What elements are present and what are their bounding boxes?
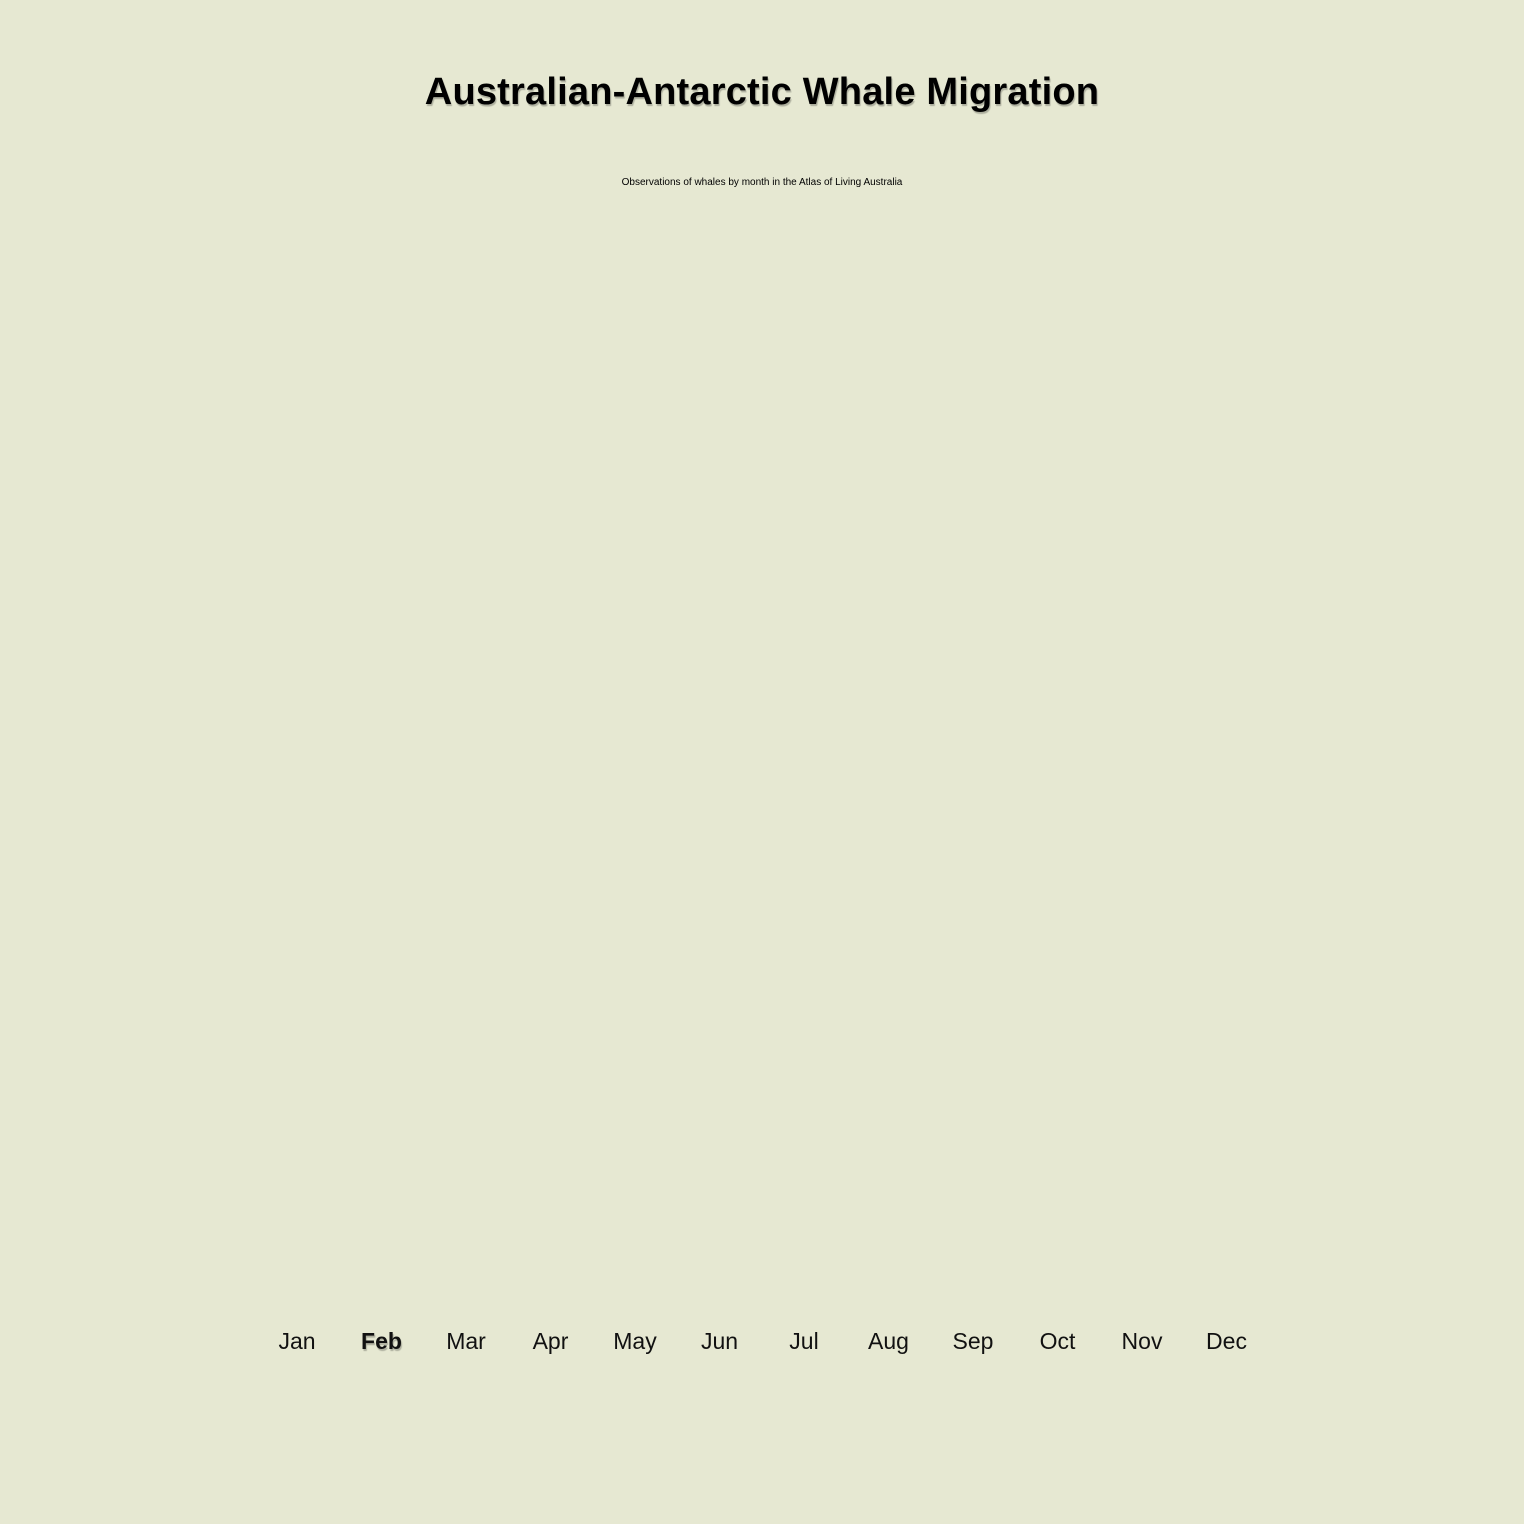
subtitle: Observations of whales by month in the A… xyxy=(621,177,903,188)
month-dec[interactable]: Dec xyxy=(1206,1328,1247,1354)
month-mar[interactable]: Mar xyxy=(446,1328,486,1354)
page-title: Australian-Antarctic Whale Migration xyxy=(424,71,1100,113)
month-jan[interactable]: Jan xyxy=(278,1328,316,1354)
month-aug[interactable]: Aug xyxy=(868,1328,909,1354)
month-feb[interactable]: Feb xyxy=(361,1328,402,1354)
month-jun[interactable]: Jun xyxy=(700,1328,739,1354)
month-may[interactable]: May xyxy=(613,1328,657,1354)
month-oct[interactable]: Oct xyxy=(1039,1328,1076,1354)
month-sep[interactable]: Sep xyxy=(952,1328,994,1354)
month-selector: Jan Feb Mar Apr May Jun Jul Aug Sep Oct Nov Dec xyxy=(0,1322,1524,1362)
month-jul[interactable]: Jul xyxy=(789,1328,819,1354)
map-area[interactable] xyxy=(0,210,1524,1300)
month-apr[interactable]: Apr xyxy=(532,1328,569,1354)
month-nov[interactable]: Nov xyxy=(1121,1328,1163,1354)
